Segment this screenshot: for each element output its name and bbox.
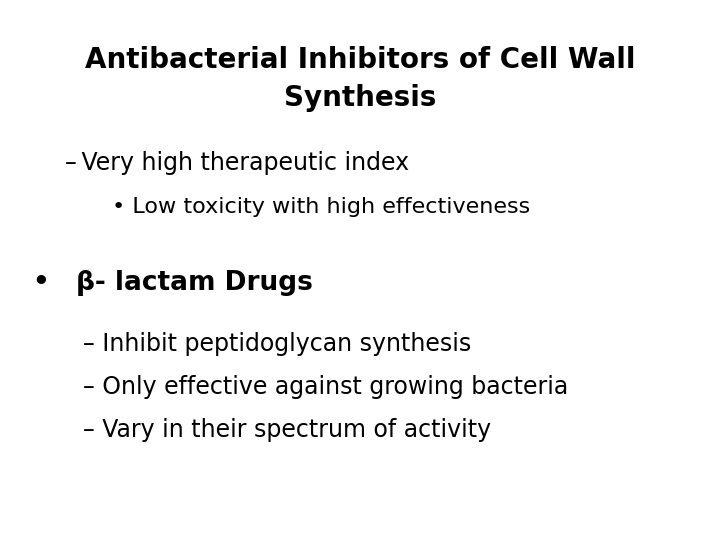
Text: •: • <box>32 270 49 296</box>
Text: – Very high therapeutic index: – Very high therapeutic index <box>65 151 409 175</box>
Text: – Only effective against growing bacteria: – Only effective against growing bacteri… <box>83 375 568 399</box>
Text: – Vary in their spectrum of activity: – Vary in their spectrum of activity <box>83 418 491 442</box>
Text: β- lactam Drugs: β- lactam Drugs <box>76 270 312 296</box>
Text: Synthesis: Synthesis <box>284 84 436 112</box>
Text: Antibacterial Inhibitors of Cell Wall: Antibacterial Inhibitors of Cell Wall <box>85 46 635 74</box>
Text: • Low toxicity with high effectiveness: • Low toxicity with high effectiveness <box>112 197 530 217</box>
Text: – Inhibit peptidoglycan synthesis: – Inhibit peptidoglycan synthesis <box>83 332 471 356</box>
